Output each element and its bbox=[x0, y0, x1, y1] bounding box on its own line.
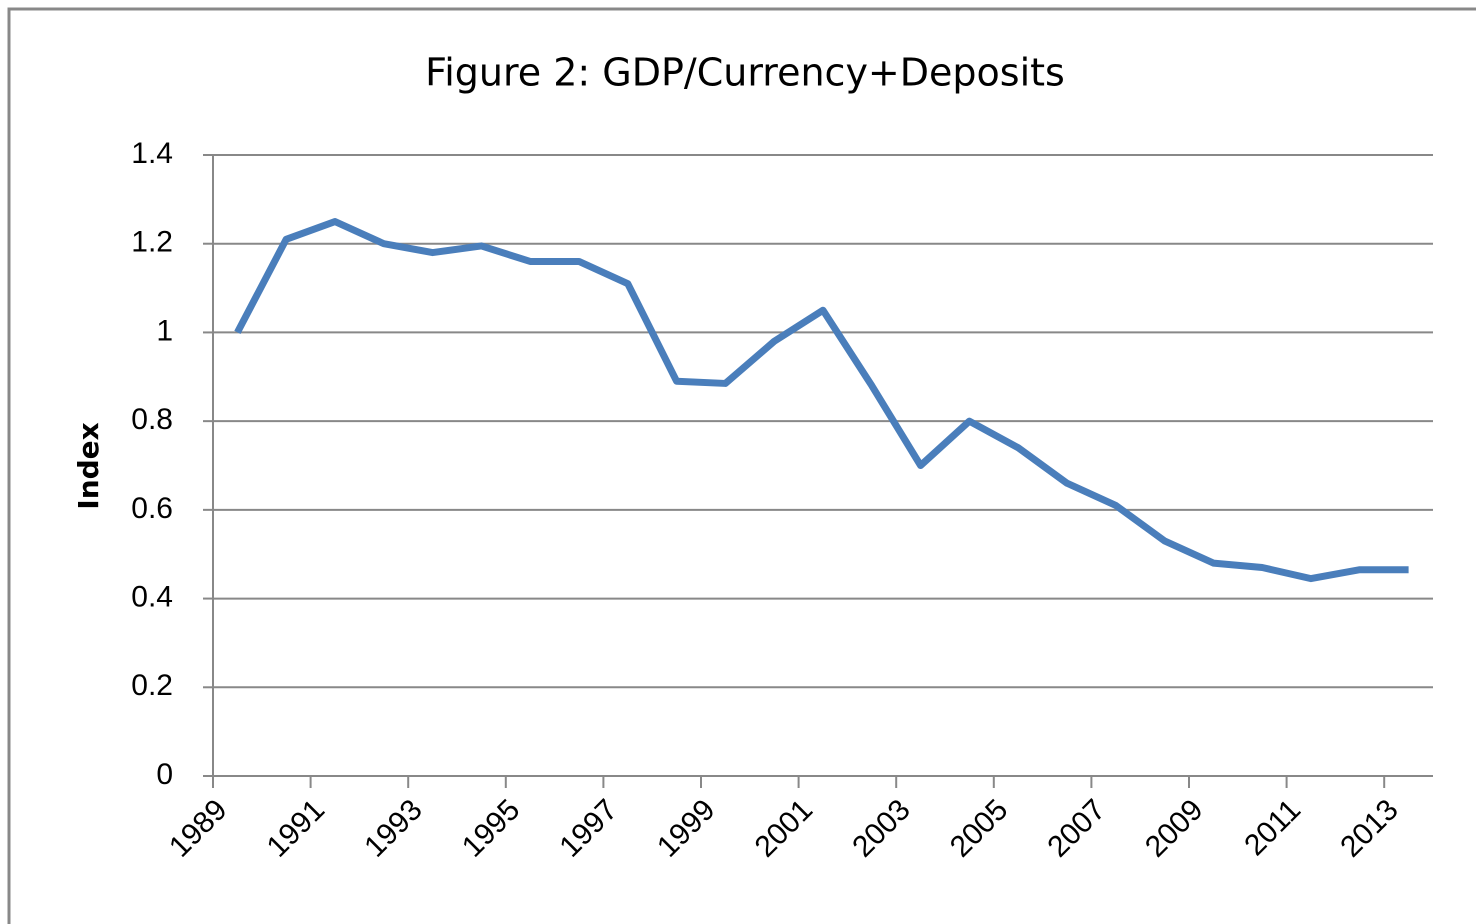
chart-border bbox=[7, 7, 1476, 924]
y-tick-label: 1 bbox=[156, 314, 173, 347]
data-line bbox=[234, 218, 1409, 583]
y-tick-label: 1.2 bbox=[131, 226, 173, 259]
y-tick-label: 0.8 bbox=[131, 403, 173, 436]
y-tick-label: 0.6 bbox=[131, 492, 173, 525]
y-tick-label: 0 bbox=[156, 758, 173, 791]
y-tick-label: 1.4 bbox=[131, 137, 173, 170]
y-tick-label: 0.4 bbox=[131, 580, 173, 613]
y-tick-label: 0.2 bbox=[131, 669, 173, 702]
y-axis-title: Index bbox=[72, 422, 105, 509]
chart-title: Figure 2: GDP/Currency+Deposits bbox=[425, 51, 1065, 95]
